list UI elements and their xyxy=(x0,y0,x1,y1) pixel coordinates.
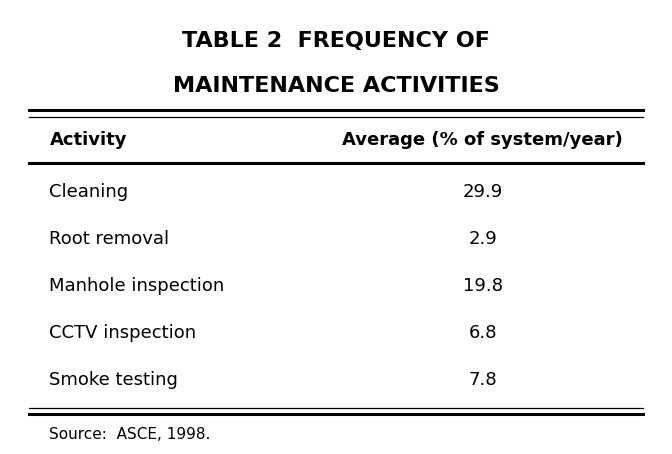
Text: 19.8: 19.8 xyxy=(462,277,503,295)
Text: MAINTENANCE ACTIVITIES: MAINTENANCE ACTIVITIES xyxy=(173,76,499,96)
Text: Average (% of system/year): Average (% of system/year) xyxy=(342,131,623,148)
Text: 2.9: 2.9 xyxy=(468,230,497,248)
Text: 7.8: 7.8 xyxy=(468,371,497,390)
Text: Manhole inspection: Manhole inspection xyxy=(50,277,224,295)
Text: Cleaning: Cleaning xyxy=(50,183,128,201)
Text: Source:  ASCE, 1998.: Source: ASCE, 1998. xyxy=(50,427,211,442)
Text: Root removal: Root removal xyxy=(50,230,169,248)
Text: 29.9: 29.9 xyxy=(462,183,503,201)
Text: Activity: Activity xyxy=(50,131,127,148)
Text: TABLE 2  FREQUENCY OF: TABLE 2 FREQUENCY OF xyxy=(182,31,490,51)
Text: Smoke testing: Smoke testing xyxy=(50,371,178,390)
Text: 6.8: 6.8 xyxy=(468,324,497,342)
Text: CCTV inspection: CCTV inspection xyxy=(50,324,196,342)
